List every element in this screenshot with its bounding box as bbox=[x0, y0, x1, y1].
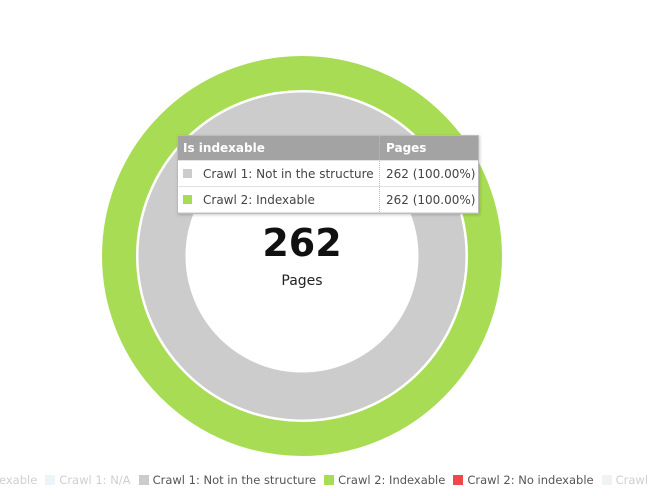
legend-item[interactable]: Crawl 2: N/A bbox=[601, 473, 651, 487]
tooltip-row: Crawl 2: Indexable 262 (100.00%) bbox=[178, 187, 478, 213]
ring-segment bbox=[138, 92, 466, 420]
swatch bbox=[183, 169, 192, 178]
legend: exable Crawl 1: N/A Crawl 1: Not in the st… bbox=[0, 473, 651, 487]
legend-label: Crawl 2: No indexable bbox=[467, 473, 594, 487]
legend-item[interactable]: Crawl 2: No indexable bbox=[453, 473, 594, 487]
legend-item[interactable]: Crawl 1: Not in the structure bbox=[138, 473, 317, 487]
legend-swatch bbox=[138, 475, 149, 485]
tooltip-header: Is indexable Pages bbox=[178, 136, 478, 161]
legend-label: Crawl 2: Indexable bbox=[338, 473, 446, 487]
tooltip: Is indexable Pages Crawl 1: Not in the s… bbox=[177, 135, 479, 214]
legend-swatch bbox=[45, 475, 56, 485]
ring-segment bbox=[102, 56, 502, 456]
center-value: 262 bbox=[262, 221, 341, 265]
tooltip-cell: Crawl 1: Not in the structure bbox=[178, 161, 380, 186]
legend-swatch bbox=[453, 475, 464, 485]
legend-swatch bbox=[324, 475, 335, 485]
center-label: Pages bbox=[281, 273, 322, 289]
legend-item[interactable]: exable bbox=[0, 473, 37, 487]
tooltip-value: 262 (100.00%) bbox=[386, 166, 476, 181]
legend-swatch bbox=[601, 475, 612, 485]
header-cell: Pages bbox=[386, 141, 427, 155]
header-cell: Is indexable bbox=[178, 136, 380, 160]
legend-item[interactable]: Crawl 1: N/A bbox=[45, 473, 131, 487]
tooltip-value: 262 (100.00%) bbox=[386, 192, 476, 207]
legend-label: Crawl 1: Not in the structure bbox=[152, 473, 317, 487]
legend-item[interactable]: Crawl 2: Indexable bbox=[324, 473, 445, 487]
tooltip-cell: Crawl 2: Indexable bbox=[178, 187, 380, 212]
series-name: Crawl 2: Indexable bbox=[203, 192, 315, 207]
series-name: Crawl 1: Not in the structure bbox=[203, 166, 374, 181]
legend-label: Crawl 2: N/A bbox=[615, 473, 651, 487]
swatch bbox=[183, 195, 192, 204]
tooltip-row: Crawl 1: Not in the structure 262 (100.00… bbox=[178, 161, 478, 187]
legend-label: exable bbox=[0, 473, 38, 487]
legend-label: Crawl 1: N/A bbox=[59, 473, 131, 487]
